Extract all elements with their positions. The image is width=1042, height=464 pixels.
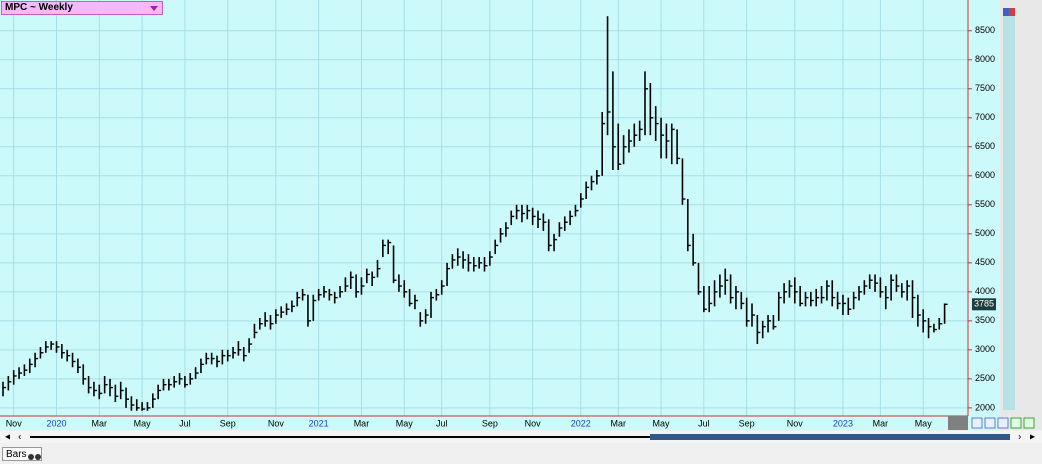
tab-label: Bars xyxy=(6,449,27,460)
y-tick-label: 8500 xyxy=(975,25,995,35)
last-price-box xyxy=(972,298,996,311)
plot-background xyxy=(0,0,1000,430)
scroll-left[interactable]: ◂ xyxy=(5,432,10,443)
y-tick-label: 5500 xyxy=(975,199,995,209)
y-tick-label: 2000 xyxy=(975,402,995,412)
zoom-button[interactable] xyxy=(997,417,1009,429)
y-tick-label: 2500 xyxy=(975,373,995,383)
x-tick-label: Sep xyxy=(482,418,498,428)
last-price-label: 3785 xyxy=(974,299,994,309)
x-tick-label: Sep xyxy=(220,418,236,428)
x-tick-label: May xyxy=(915,418,933,428)
x-tick-label: 2023 xyxy=(833,418,853,428)
x-tick-label: Jul xyxy=(698,418,710,428)
x-tick-label: 2022 xyxy=(571,418,591,428)
side-scroll xyxy=(1003,16,1015,410)
x-tick-label: May xyxy=(134,418,152,428)
scroll-right[interactable]: ▸ xyxy=(1030,432,1035,443)
zoom-button[interactable] xyxy=(1010,417,1022,429)
tab[interactable]: Bars xyxy=(2,447,42,461)
y-tick-label: 3000 xyxy=(975,344,995,354)
tab-icon xyxy=(28,451,42,460)
dropdown-arrow[interactable] xyxy=(150,6,158,11)
symbol-selector[interactable]: MPC ~ Weekly xyxy=(1,1,163,15)
zoom-button[interactable] xyxy=(971,417,983,429)
x-tick-label: Jul xyxy=(179,418,191,428)
x-tick-label: May xyxy=(653,418,671,428)
scroll-thumb[interactable] xyxy=(650,434,1010,440)
y-tick-label: 4000 xyxy=(975,286,995,296)
y-tick-label: 7000 xyxy=(975,112,995,122)
x-tick-label: May xyxy=(396,418,414,428)
side-icon xyxy=(1003,8,1009,16)
scroll-left[interactable]: ‹ xyxy=(18,432,21,443)
x-tick-label: Sep xyxy=(739,418,755,428)
x-tick-label: Nov xyxy=(268,418,285,428)
chart: 2000 2500 3000 3500 4000 4500 5000 5500 6000 6500… xyxy=(0,0,1036,443)
zoom-button[interactable] xyxy=(984,417,996,429)
x-tick-label: Nov xyxy=(787,418,804,428)
x-tick-label: Nov xyxy=(6,418,23,428)
y-tick-label: 6500 xyxy=(975,141,995,151)
chart-title: MPC ~ Weekly xyxy=(5,2,73,13)
x-tick-label: 2021 xyxy=(309,418,329,428)
zoom-buttons xyxy=(971,417,1035,429)
y-tick-label: 8000 xyxy=(975,54,995,64)
x-tick-label: 2020 xyxy=(46,418,66,428)
scroll-right[interactable]: › xyxy=(1018,432,1021,443)
x-tick-label: Jul xyxy=(436,418,448,428)
corner-box xyxy=(948,416,968,430)
y-tick-label: 6000 xyxy=(975,170,995,180)
y-tick-label: 3500 xyxy=(975,315,995,325)
y-tick-label: 7500 xyxy=(975,83,995,93)
x-tick-label: Mar xyxy=(92,418,108,428)
x-tick-label: Mar xyxy=(873,418,889,428)
side-icon xyxy=(1009,8,1015,16)
zoom-button[interactable] xyxy=(1023,417,1035,429)
x-tick-label: Mar xyxy=(611,418,627,428)
x-tick-label: Mar xyxy=(354,418,370,428)
y-tick-label: 4500 xyxy=(975,257,995,267)
x-tick-label: Nov xyxy=(525,418,542,428)
y-tick-label: 5000 xyxy=(975,228,995,238)
